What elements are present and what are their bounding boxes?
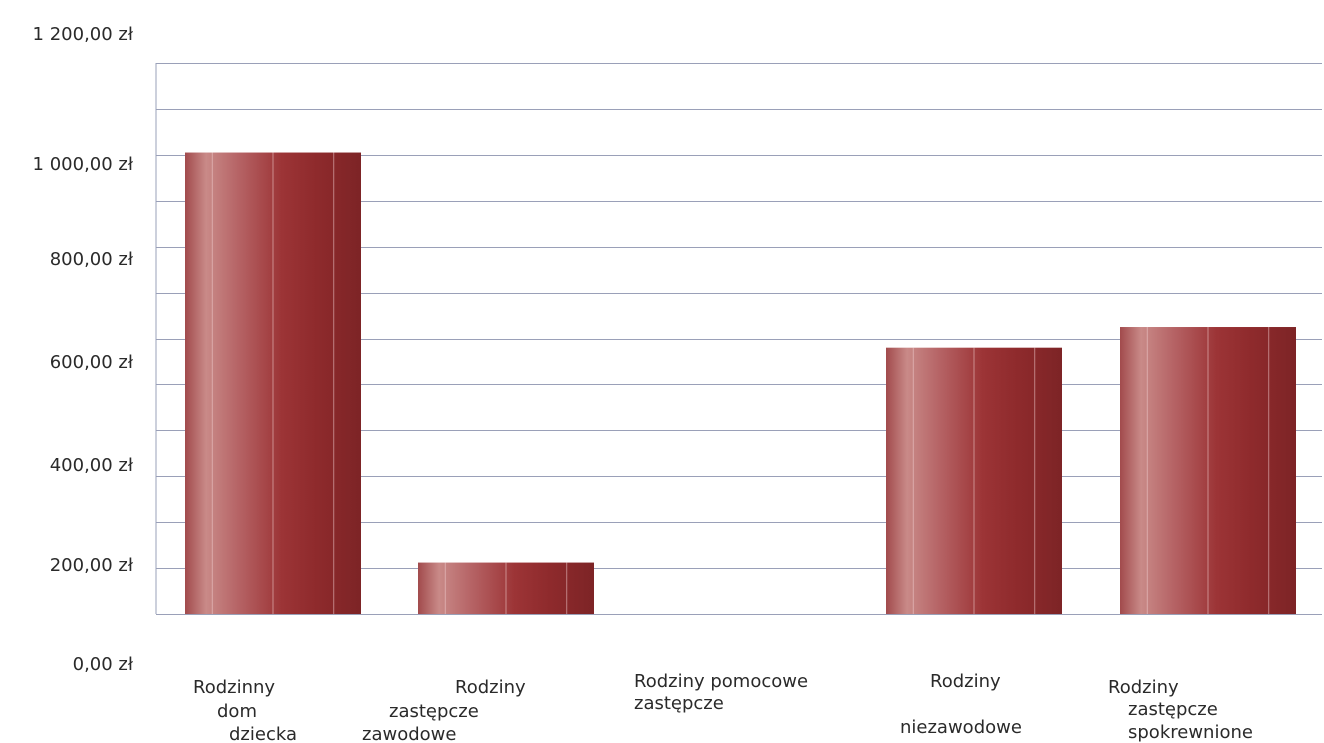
- x-category-label: Rodziny zastępcze zawodowe: [362, 677, 526, 743]
- bar: [185, 152, 361, 614]
- y-tick-label: 800,00 zł: [50, 249, 134, 270]
- x-category-label: Rodziny pomocowe zastępcze: [634, 671, 808, 714]
- bar: [418, 562, 594, 614]
- y-tick-label: 600,00 zł: [50, 352, 134, 373]
- y-tick-label: 200,00 zł: [50, 555, 134, 576]
- x-category-label: Rodzinny dom dziecka: [193, 677, 297, 743]
- bar: [886, 347, 1062, 614]
- x-category-label: Rodziny zastępcze spokrewnione: [1108, 677, 1253, 743]
- x-category-label: Rodziny niezawodowe: [900, 671, 1022, 738]
- y-tick-label: 1 200,00 zł: [33, 24, 134, 45]
- bar: [1120, 327, 1296, 614]
- y-axis-tick-labels: 0,00 zł 200,00 zł 400,00 zł 600,00 zł 800,00…: [33, 24, 134, 675]
- y-tick-label: 400,00 zł: [50, 455, 134, 476]
- y-tick-label: 0,00 zł: [73, 654, 134, 675]
- bars: [185, 152, 1296, 614]
- y-tick-label: 1 000,00 zł: [33, 154, 134, 175]
- x-axis-category-labels: Rodzinny dom dziecka Rodziny zastępcze zawodo…: [193, 671, 1253, 743]
